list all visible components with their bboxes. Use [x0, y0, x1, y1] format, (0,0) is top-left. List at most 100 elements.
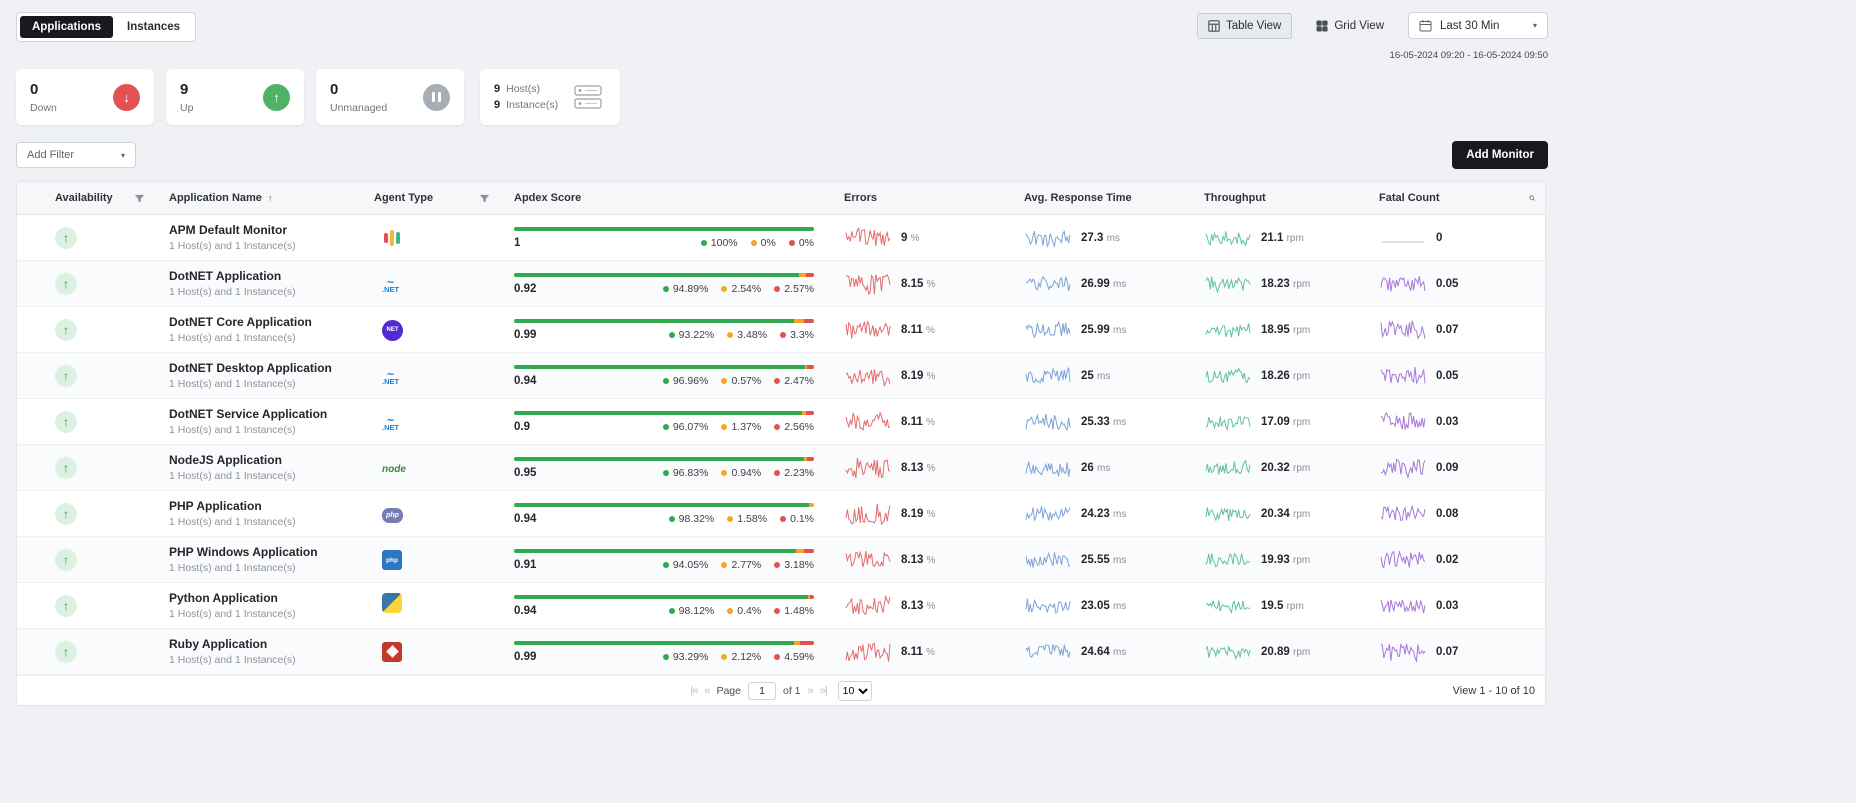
application-name-link[interactable]: DotNET Application — [169, 269, 282, 283]
errors-sparkline — [845, 549, 891, 567]
application-name-link[interactable]: PHP Application — [169, 499, 262, 513]
column-avg-response-time[interactable]: Avg. Response Time — [1024, 192, 1132, 204]
tab-instances[interactable]: Instances — [115, 16, 192, 38]
fatal-count-sparkline — [1382, 240, 1424, 243]
table-row[interactable]: ↑ NodeJS Application 1 Host(s) and 1 Ins… — [17, 445, 1545, 491]
down-label: Down — [30, 101, 57, 114]
column-availability[interactable]: Availability — [17, 192, 157, 204]
throughput-sparkline — [1205, 645, 1251, 660]
application-name-link[interactable]: APM Default Monitor — [169, 223, 287, 237]
unmanaged-card[interactable]: 0 Unmanaged — [316, 69, 464, 125]
apdex-bar — [514, 272, 814, 277]
response-time-value: 26 ms — [1081, 461, 1111, 474]
table-row[interactable]: ↑ APM Default Monitor 1 Host(s) and 1 In… — [17, 215, 1545, 261]
first-page-button[interactable]: |« — [690, 684, 698, 697]
tolerating-dot-icon — [721, 423, 728, 430]
table-row[interactable]: ↑ DotNET Core Application 1 Host(s) and … — [17, 307, 1545, 353]
response-time-value: 27.3 ms — [1081, 231, 1120, 244]
satisfied-dot-icon — [662, 377, 669, 384]
filter-funnel-icon[interactable] — [479, 193, 490, 204]
grid-view-button[interactable]: Grid View — [1306, 14, 1394, 38]
application-subtitle: 1 Host(s) and 1 Instance(s) — [169, 332, 296, 344]
throughput-value: 18.95 rpm — [1261, 323, 1311, 336]
satisfied-dot-icon — [662, 285, 669, 292]
apdex-score-value: 0.95 — [514, 466, 537, 479]
up-card[interactable]: 9 Up ↑ — [166, 69, 304, 125]
column-apdex-score[interactable]: Apdex Score — [514, 192, 582, 204]
column-errors[interactable]: Errors — [844, 192, 878, 204]
dotnet-icon: ~ .NET — [382, 413, 400, 433]
errors-sparkline — [845, 273, 891, 295]
php-icon: php — [382, 504, 403, 523]
application-name-link[interactable]: Python Application — [169, 591, 278, 605]
table-row[interactable]: ↑ Ruby Application 1 Host(s) and 1 Insta… — [17, 629, 1545, 675]
table-row[interactable]: ↑ PHP Windows Application 1 Host(s) and … — [17, 537, 1545, 583]
throughput-value: 20.32 rpm — [1261, 461, 1311, 474]
application-name-link[interactable]: DotNET Desktop Application — [169, 361, 332, 375]
filter-funnel-icon[interactable] — [134, 193, 145, 204]
column-throughput[interactable]: Throughput — [1204, 192, 1266, 204]
apm-dashboard: Applications Instances Table View — [16, 0, 1548, 706]
satisfied-percent: 96.83% — [672, 466, 709, 479]
table-row[interactable]: ↑ PHP Application 1 Host(s) and 1 Instan… — [17, 491, 1545, 537]
response-time-value: 25.99 ms — [1081, 323, 1127, 336]
hosts-card[interactable]: 9 Host(s) 9 Instance(s) — [480, 69, 620, 125]
application-name-link[interactable]: DotNET Core Application — [169, 315, 312, 329]
page-input[interactable] — [748, 681, 776, 700]
table-row[interactable]: ↑ Python Application 1 Host(s) and 1 Ins… — [17, 583, 1545, 629]
errors-sparkline — [845, 410, 891, 431]
last-page-button[interactable]: »| — [819, 684, 828, 697]
tolerating-percent: 1.37% — [731, 420, 762, 433]
page-size-select[interactable]: 10 — [837, 680, 872, 701]
satisfied-dot-icon — [662, 469, 669, 476]
apdex-score-value: 0.94 — [514, 604, 537, 617]
satisfied-dot-icon — [668, 331, 675, 338]
apdex-legend: 98.12% 0.4% 1.48% — [668, 605, 814, 617]
add-filter-dropdown[interactable]: Add Filter ▾ — [16, 142, 136, 168]
frustrated-dot-icon — [780, 331, 787, 338]
down-arrow-icon: ↓ — [113, 83, 140, 111]
response-time-sparkline — [1025, 320, 1071, 338]
availability-up-icon: ↑ — [55, 272, 77, 295]
summary-cards: 0 Down ↓ 9 Up ↑ 0 Unmanaged 9 Host(s) — [16, 69, 1548, 125]
fatal-count-sparkline — [1380, 642, 1426, 663]
time-range-dropdown[interactable]: Last 30 Min ▾ — [1408, 12, 1548, 39]
application-name-link[interactable]: DotNET Service Application — [169, 407, 328, 421]
fatal-count-value: 0.03 — [1436, 415, 1459, 428]
table-row[interactable]: ↑ DotNET Application 1 Host(s) and 1 Ins… — [17, 261, 1545, 307]
availability-up-icon: ↑ — [55, 502, 77, 525]
sort-asc-icon[interactable]: ↑ — [267, 193, 273, 203]
down-card[interactable]: 0 Down ↓ — [16, 69, 154, 125]
application-name-link[interactable]: NodeJS Application — [169, 453, 282, 467]
apdex-bar — [514, 640, 814, 645]
table-row[interactable]: ↑ DotNET Service Application 1 Host(s) a… — [17, 399, 1545, 445]
availability-up-icon: ↑ — [55, 318, 77, 341]
column-application-name[interactable]: Application Name ↑ — [169, 192, 273, 204]
application-name-link[interactable]: PHP Windows Application — [169, 545, 318, 559]
satisfied-percent: 96.96% — [672, 374, 709, 387]
column-agent-type[interactable]: Agent Type — [362, 192, 502, 204]
table-view-button[interactable]: Table View — [1196, 12, 1293, 39]
dotnet-icon: ~ .NET — [382, 367, 400, 387]
table-row[interactable]: ↑ DotNET Desktop Application 1 Host(s) a… — [17, 353, 1545, 399]
down-count: 0 — [30, 80, 39, 98]
throughput-sparkline — [1205, 366, 1251, 383]
application-name-link[interactable]: Ruby Application — [169, 637, 268, 651]
next-page-button[interactable]: » — [807, 684, 814, 697]
search-icon[interactable] — [1529, 191, 1535, 205]
column-fatal-count[interactable]: Fatal Count — [1379, 192, 1440, 204]
php-windows-icon: php — [382, 549, 402, 571]
tolerating-dot-icon — [727, 331, 734, 338]
add-monitor-button[interactable]: Add Monitor — [1452, 141, 1548, 169]
prev-page-button[interactable]: « — [704, 684, 710, 697]
errors-sparkline — [845, 642, 891, 662]
satisfied-dot-icon — [662, 423, 669, 430]
tab-applications[interactable]: Applications — [20, 16, 114, 38]
python-icon — [382, 593, 402, 617]
tolerating-percent: 0.57% — [731, 374, 762, 387]
fatal-count-sparkline — [1380, 366, 1426, 385]
frustrated-percent: 3.18% — [784, 558, 814, 571]
throughput-sparkline — [1205, 459, 1251, 475]
tolerating-dot-icon — [721, 653, 728, 660]
frustrated-dot-icon — [774, 469, 781, 476]
